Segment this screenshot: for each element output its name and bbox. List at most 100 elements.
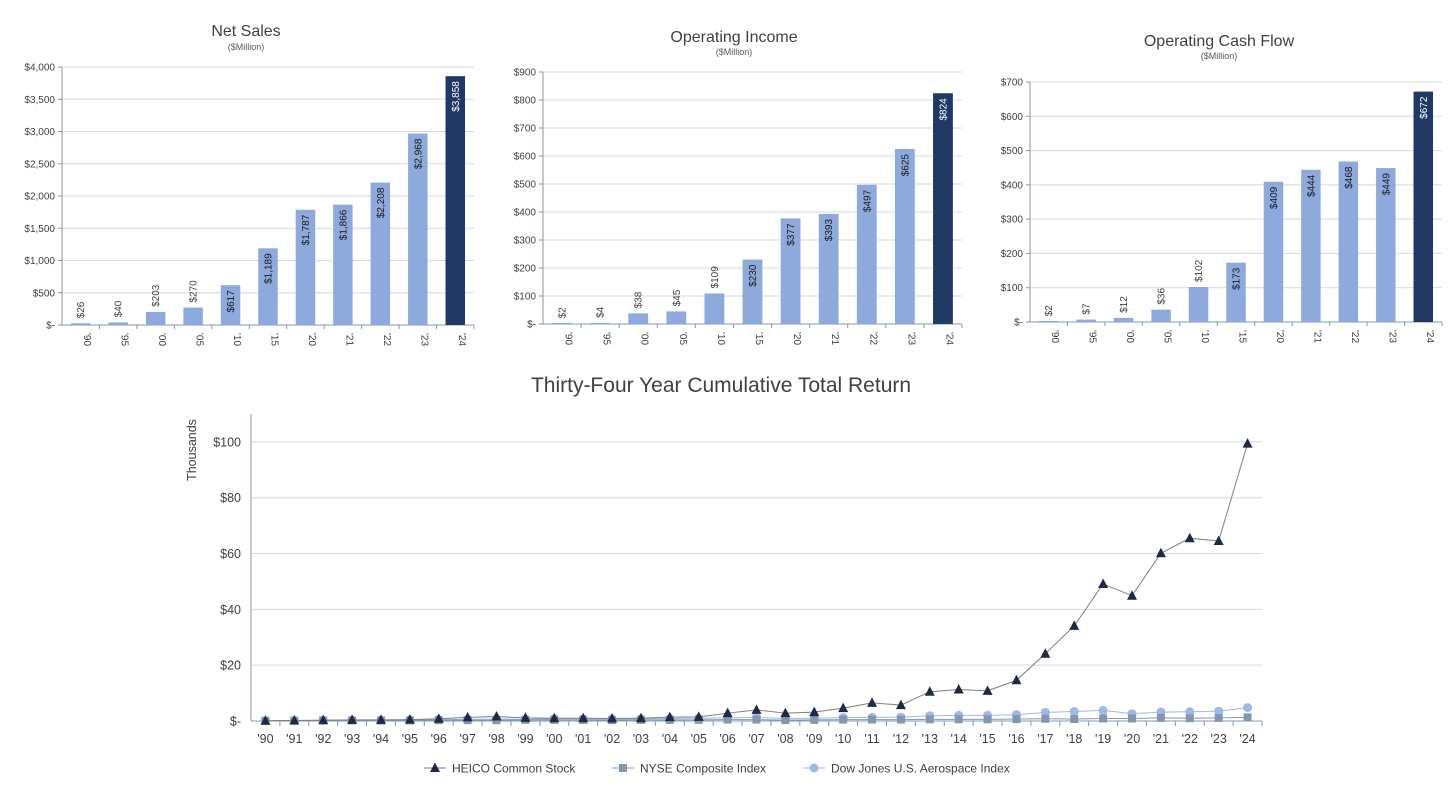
x-tick-label: '99 (517, 732, 533, 746)
x-tick-label: '19 (1095, 732, 1111, 746)
data-point (607, 712, 618, 723)
operating-income-chart: Operating Income ($Million) $- $100 $200 $3… (514, 29, 963, 345)
data-point (549, 712, 560, 723)
bar (1226, 262, 1246, 322)
bar-value-label: $444 (1306, 174, 1317, 197)
y-tick-label: $700 (1001, 78, 1024, 89)
x-tick-label: '22 (1349, 330, 1360, 343)
series-triangle (260, 438, 1253, 725)
bar-value-label: $625 (900, 154, 911, 177)
bar (445, 76, 466, 325)
x-tick-label: '21 (1311, 330, 1322, 343)
bar (780, 218, 801, 324)
x-tick-label: '00 (156, 333, 167, 346)
x-tick-label: '15 (1237, 330, 1248, 343)
data-point (462, 711, 473, 722)
bar-value-label: $40 (114, 300, 125, 317)
x-tick-label: '15 (979, 732, 995, 746)
bar (145, 311, 166, 325)
bar-value-label: $1,866 (338, 209, 349, 240)
bar (1263, 181, 1284, 322)
y-tick-label: $2,000 (24, 192, 55, 203)
x-tick-label: '07 (748, 732, 764, 746)
x-tick-label: '95 (402, 732, 418, 746)
series-line (265, 443, 1249, 722)
y-tick-label: $- (46, 321, 55, 332)
x-tick-label: '90 (1049, 330, 1060, 343)
bar (183, 307, 203, 325)
x-tick-label: '90 (257, 732, 273, 746)
bar (856, 184, 877, 324)
y-tick-label: $3,000 (24, 127, 55, 138)
data-point (1041, 714, 1050, 723)
data-point (925, 715, 934, 724)
bar-value-label: $203 (151, 284, 162, 307)
legend-label: HEICO Common Stock (452, 762, 576, 776)
y-tick-label: $500 (33, 288, 56, 299)
data-point (954, 715, 963, 724)
x-tick-label: '05 (691, 732, 707, 746)
data-point (318, 714, 329, 725)
bar (1301, 169, 1321, 322)
x-tick-label: '10 (1199, 330, 1210, 343)
data-point (839, 715, 848, 724)
data-point (289, 714, 300, 725)
y-tick-label: $400 (1001, 180, 1024, 191)
bar (1376, 168, 1396, 322)
y-tick-label: $700 (514, 124, 537, 135)
x-tick-label: '06 (719, 732, 735, 746)
y-tick-label: $500 (1001, 146, 1024, 157)
data-point (347, 714, 358, 724)
bar-value-label: $230 (748, 264, 759, 287)
y-tick-label: $800 (514, 96, 537, 107)
data-point (1185, 707, 1195, 717)
data-point (983, 715, 992, 724)
data-point (433, 713, 444, 723)
data-point (1040, 707, 1050, 717)
x-tick-label: '24 (943, 332, 954, 345)
x-tick-label: '10 (835, 732, 851, 746)
x-tick-label: '23 (905, 332, 916, 345)
x-tick-label: '23 (1386, 330, 1397, 343)
chart-title: Operating Cash Flow (1144, 33, 1295, 50)
bar (295, 209, 316, 325)
chart-title: Thirty-Four Year Cumulative Total Return (531, 374, 911, 397)
bar-value-label: $102 (1194, 259, 1205, 282)
data-point (375, 714, 386, 724)
chart-subtitle: ($Million) (228, 42, 265, 52)
data-point (1069, 707, 1079, 717)
bar (666, 311, 687, 324)
bar (108, 322, 128, 325)
bar-value-label: $1,189 (264, 253, 275, 284)
data-point (723, 715, 732, 724)
data-point (1156, 713, 1165, 722)
bar-value-label: $38 (634, 291, 645, 308)
data-point (838, 702, 849, 713)
bar-value-label: $2,968 (413, 138, 424, 169)
chart-title: Operating Income (670, 29, 797, 46)
x-tick-label: '95 (1087, 330, 1098, 343)
chart-legend: HEICO Common Stock NYSE Composite Index Do… (424, 762, 1010, 776)
bar-value-label: $409 (1269, 186, 1280, 209)
x-tick-label: '92 (315, 732, 331, 746)
bar-value-label: $377 (786, 223, 797, 246)
x-tick-label: '15 (753, 332, 764, 345)
y-tick-label: $200 (1001, 249, 1024, 260)
data-point (491, 711, 502, 721)
y-tick-label: $1,000 (24, 256, 55, 267)
bar (333, 204, 353, 325)
bar (933, 93, 953, 324)
x-tick-label: '23 (1211, 732, 1227, 746)
bar-value-label: $617 (226, 290, 237, 313)
x-tick-label: '93 (344, 732, 360, 746)
x-tick-label: '24 (1239, 732, 1255, 746)
data-point (924, 686, 935, 696)
x-tick-label: '10 (715, 332, 726, 345)
x-tick-label: '18 (1066, 732, 1082, 746)
bar-value-label: $2 (1044, 305, 1055, 317)
bar (258, 248, 278, 325)
x-tick-label: '97 (459, 732, 475, 746)
data-point (1098, 705, 1108, 715)
y-tick-label: $600 (514, 152, 537, 163)
